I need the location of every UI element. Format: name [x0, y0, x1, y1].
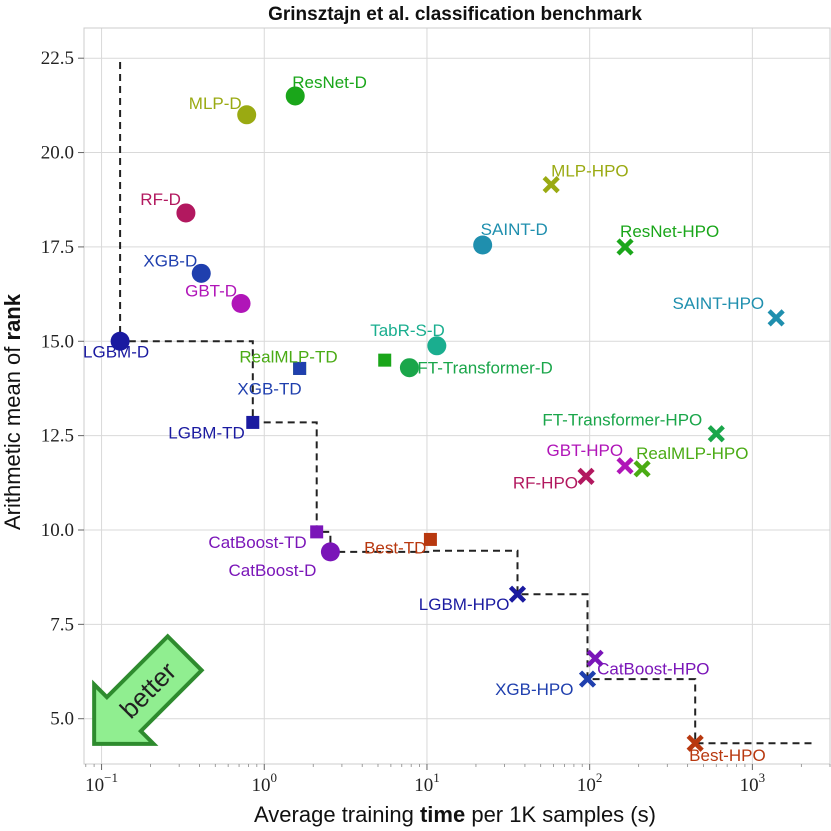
point-lgbm-d — [110, 331, 130, 351]
x-tick-label: 100 — [252, 770, 278, 796]
y-tick-label: 22.5 — [41, 48, 74, 69]
point-xgb-td — [293, 361, 307, 375]
point-lgbm-td — [246, 415, 260, 429]
label-xgb-hpo: XGB-HPO — [495, 680, 573, 699]
label-rf-hpo: RF-HPO — [513, 473, 578, 492]
label-ft-transformer-d: FT-Transformer-D — [417, 359, 552, 378]
point-unlabeled-green-square — [378, 353, 392, 367]
grid-lines — [84, 28, 830, 764]
plot-area — [83, 27, 831, 765]
point-xgb-hpo — [578, 670, 597, 688]
point-realmlp-hpo — [633, 460, 651, 478]
label-mlp-hpo: MLP-HPO — [551, 162, 628, 181]
point-ft-transformer-hpo — [707, 425, 725, 443]
point-xgb-d — [191, 263, 211, 283]
y-tick-label: 10.0 — [41, 520, 74, 541]
x-tick-label: 103 — [740, 770, 766, 796]
point-tabr-s-d — [427, 336, 447, 356]
label-catboost-hpo: CatBoost-HPO — [597, 659, 709, 678]
label-mlp-d: MLP-D — [189, 94, 242, 113]
label-realmlp-hpo: RealMLP-HPO — [636, 444, 748, 463]
point-rf-hpo — [577, 467, 595, 485]
y-axis-ticks: 5.0 7.5 10.0 12.5 15.0 17.5 20.0 22.5 — [41, 48, 84, 730]
label-resnet-d: ResNet-D — [292, 73, 367, 92]
y-tick-label: 17.5 — [41, 237, 74, 258]
point-best-td — [423, 532, 437, 546]
label-lgbm-d: LGBM-D — [83, 342, 149, 361]
label-realmlp-td: RealMLP-TD — [239, 347, 337, 366]
point-ft-transformer-d — [399, 358, 419, 378]
x-tick-label: 10−1 — [85, 770, 118, 796]
chart-title: Grinsztajn et al. classification benchma… — [268, 4, 642, 25]
point-saint-hpo — [767, 309, 785, 327]
point-gbt-d — [231, 294, 251, 314]
point-rf-d — [176, 203, 196, 223]
label-rf-d: RF-D — [140, 190, 181, 209]
label-catboost-td: CatBoost-TD — [208, 533, 306, 552]
label-saint-d: SAINT-D — [481, 220, 548, 239]
label-lgbm-td: LGBM-TD — [168, 423, 245, 442]
point-catboost-td — [310, 525, 324, 539]
x-axis-label: Average training time per 1K samples (s) — [254, 802, 656, 827]
point-gbt-hpo — [616, 457, 634, 475]
label-lgbm-hpo: LGBM-HPO — [419, 595, 510, 614]
label-xgb-td: XGB-TD — [237, 379, 301, 398]
label-ft-transformer-hpo: FT-Transformer-HPO — [542, 411, 702, 430]
point-labels: MLP-D ResNet-D RF-D XGB-D GBT-D LGBM-D SAINT-D… — [83, 73, 766, 765]
y-tick-label: 20.0 — [41, 143, 74, 164]
label-xgb-d: XGB-D — [143, 251, 197, 270]
point-catboost-hpo — [586, 649, 604, 667]
y-axis-label: Arithmetic mean of rank — [0, 293, 25, 530]
point-lgbm-hpo — [508, 585, 527, 603]
label-catboost-d: CatBoost-D — [229, 561, 317, 580]
point-resnet-d — [285, 86, 305, 106]
y-tick-label: 5.0 — [50, 709, 74, 730]
better-arrow-shape — [92, 633, 205, 746]
label-best-hpo: Best-HPO — [689, 746, 766, 765]
x-tick-label: 101 — [414, 770, 440, 796]
point-resnet-hpo — [616, 238, 634, 256]
pareto-front-line — [119, 62, 815, 745]
y-tick-label: 15.0 — [41, 331, 74, 352]
label-saint-hpo: SAINT-HPO — [673, 294, 765, 313]
x-tick-label: 102 — [577, 770, 603, 796]
y-tick-label: 7.5 — [50, 614, 74, 635]
label-best-td: Best-TD — [364, 538, 426, 557]
point-saint-d — [473, 235, 493, 255]
y-tick-label: 12.5 — [41, 426, 74, 447]
label-tabr-s-d: TabR-S-D — [370, 321, 445, 340]
label-gbt-hpo: GBT-HPO — [547, 441, 624, 460]
x-axis-ticks: 10−1 100 101 102 103 — [85, 764, 831, 796]
label-gbt-d: GBT-D — [185, 282, 237, 301]
point-mlp-d — [237, 105, 257, 125]
point-mlp-hpo — [542, 176, 560, 194]
point-catboost-d — [320, 542, 340, 562]
data-points — [110, 86, 785, 752]
better-arrow: better — [92, 633, 205, 746]
label-resnet-hpo: ResNet-HPO — [620, 222, 719, 241]
point-best-hpo — [686, 734, 704, 752]
